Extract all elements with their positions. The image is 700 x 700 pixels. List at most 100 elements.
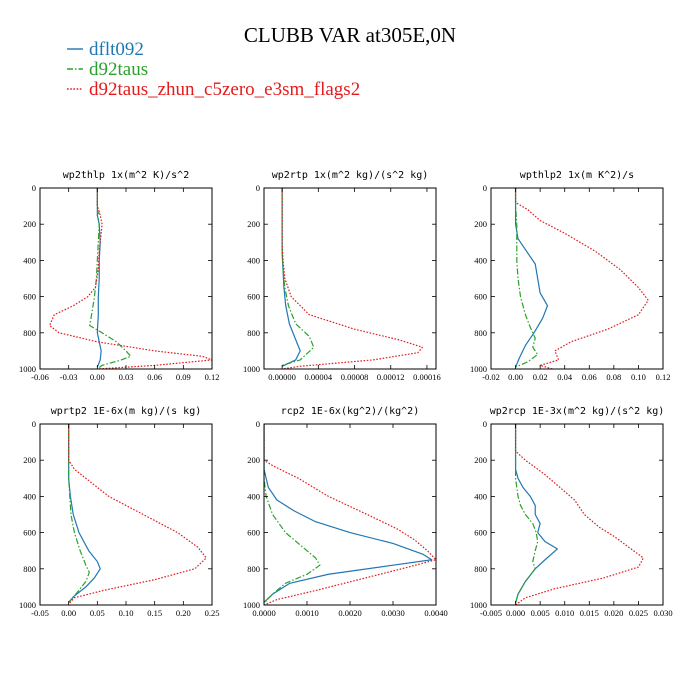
figure-title: CLUBB VAR at305E,0N	[244, 23, 456, 47]
plot-frame	[39, 187, 213, 370]
series-line-d92taus	[514, 424, 539, 604]
y-tick-label: 800	[247, 328, 260, 338]
series-group	[68, 424, 207, 605]
x-tick-label: 0.00000	[268, 372, 296, 382]
series-line-d92taus-zhun-c5zero-e3sm-flags2	[514, 424, 644, 605]
x-tick-label: 0.08	[606, 372, 621, 382]
x-tick-label: 0.03	[119, 372, 134, 382]
y-tick-label: 600	[247, 528, 260, 538]
legend-entry: dflt092	[89, 39, 144, 60]
y-tick-label: 800	[247, 564, 260, 574]
x-tick-label: -0.02	[482, 372, 500, 382]
y-tick-label: 0	[256, 419, 260, 429]
y-tick-label: 600	[23, 292, 36, 302]
panel-3: wpthlp2 1x(m K^2)/s -0.02 0.00 0.02 0.04 0.06…	[470, 170, 670, 382]
panel-title: wp2thlp 1x(m^2 K)/s^2	[63, 170, 189, 181]
x-tick-label: 0.00008	[341, 372, 369, 382]
y-tick-label: 800	[23, 328, 36, 338]
plot-frame	[39, 423, 213, 606]
plot-frame	[263, 187, 437, 370]
series-line-d92taus	[264, 424, 321, 604]
x-tick-label: 0.12	[656, 372, 671, 382]
y-tick-label: 1000	[470, 600, 487, 610]
panel-title: wpthlp2 1x(m K^2)/s	[520, 170, 634, 181]
x-tick-label: 0.15	[147, 608, 162, 618]
legend-entry: d92taus_zhun_c5zero_e3sm_flags2	[89, 79, 360, 100]
series-line-d92taus-zhun-c5zero-e3sm-flags2	[264, 424, 436, 605]
series-line-dflt092	[514, 188, 549, 368]
x-tick-label: 0.0010	[295, 608, 318, 618]
x-tick-label: 0.0040	[424, 608, 447, 618]
series-line-d92taus-zhun-c5zero-e3sm-flags2	[48, 188, 212, 369]
y-tick-label: 200	[247, 219, 260, 229]
y-tick-label: 800	[23, 564, 36, 574]
y-tick-label: 1000	[243, 364, 260, 374]
panel-1: wp2thlp 1x(m^2 K)/s^2 -0.06 -0.03 0.00 0.03 0…	[19, 170, 219, 382]
x-tick-label: 0.030	[653, 608, 672, 618]
series-line-d92taus-zhun-c5zero-e3sm-flags2	[281, 188, 424, 369]
panel-5: rcp2 1E-6x(kg^2)/(kg^2) 0.0000 0.0010 0.002…	[243, 406, 448, 618]
series-line-d92taus	[514, 188, 539, 368]
y-tick-label: 1000	[470, 364, 487, 374]
x-tick-label: 0.12	[205, 372, 220, 382]
y-tick-label: 800	[474, 328, 487, 338]
x-tick-label: 0.020	[604, 608, 623, 618]
y-tick-label: 400	[247, 255, 260, 265]
panel-title: wp2rtp 1x(m^2 kg)/(s^2 kg)	[272, 170, 429, 181]
series-line-d92taus-zhun-c5zero-e3sm-flags2	[514, 188, 649, 369]
series-group	[281, 188, 424, 369]
series-group	[514, 424, 644, 605]
x-tick-label: 0.10	[631, 372, 646, 382]
x-tick-label: 0.04	[557, 372, 573, 382]
panel-title: wp2rcp 1E-3x(m^2 kg)/(s^2 kg)	[490, 406, 665, 417]
y-tick-label: 400	[474, 491, 487, 501]
x-tick-label: 0.015	[580, 608, 599, 618]
series-line-d92taus	[281, 188, 315, 366]
x-tick-label: 0.0030	[381, 608, 404, 618]
series-line-d92taus	[68, 424, 90, 603]
series-line-dflt092	[281, 188, 301, 367]
series-line-d92taus	[89, 188, 132, 369]
x-tick-label: -0.06	[31, 372, 49, 382]
y-tick-label: 200	[23, 219, 36, 229]
y-tick-label: 1000	[243, 600, 260, 610]
x-tick-label: 0.06	[147, 372, 162, 382]
x-tick-label: 0.06	[582, 372, 597, 382]
x-tick-label: 0.25	[205, 608, 220, 618]
x-tick-label: 0.00004	[305, 372, 333, 382]
y-tick-label: 600	[23, 528, 36, 538]
panel-title: wprtp2 1E-6x(m kg)/(s kg)	[51, 406, 202, 417]
y-tick-label: 400	[247, 491, 260, 501]
series-line-dflt092	[264, 424, 433, 603]
y-tick-label: 600	[474, 528, 487, 538]
x-tick-label: 0.0000	[252, 608, 275, 618]
x-tick-label: -0.005	[480, 608, 502, 618]
y-tick-label: 200	[474, 455, 487, 465]
x-tick-label: -0.05	[31, 608, 49, 618]
plot-frame	[263, 423, 437, 606]
x-tick-label: 0.00016	[413, 372, 441, 382]
y-tick-label: 800	[474, 564, 487, 574]
panel-6: wp2rcp 1E-3x(m^2 kg)/(s^2 kg) -0.005 0.000…	[470, 406, 673, 618]
legend-entry: d92taus	[89, 59, 148, 80]
y-tick-label: 200	[474, 219, 487, 229]
y-tick-label: 0	[483, 183, 487, 193]
y-tick-label: 600	[474, 292, 487, 302]
y-tick-label: 600	[247, 292, 260, 302]
x-tick-label: 0.010	[555, 608, 574, 618]
x-tick-label: 0.05	[90, 608, 105, 618]
plot-frame	[490, 423, 664, 606]
panels: wp2thlp 1x(m^2 K)/s^2-0.06 -0.03 0.00 0.03 0…	[19, 170, 673, 618]
series-line-d92taus-zhun-c5zero-e3sm-flags2	[68, 424, 207, 605]
series-line-dflt092	[68, 424, 101, 603]
x-tick-label: 0.025	[629, 608, 648, 618]
y-tick-label: 400	[474, 255, 487, 265]
y-tick-label: 1000	[19, 600, 36, 610]
y-tick-label: 0	[32, 183, 36, 193]
x-tick-label: 0.10	[119, 608, 134, 618]
plot-frame	[490, 187, 664, 370]
series-line-dflt092	[514, 424, 558, 604]
y-tick-label: 0	[483, 419, 487, 429]
series-group	[514, 188, 649, 369]
